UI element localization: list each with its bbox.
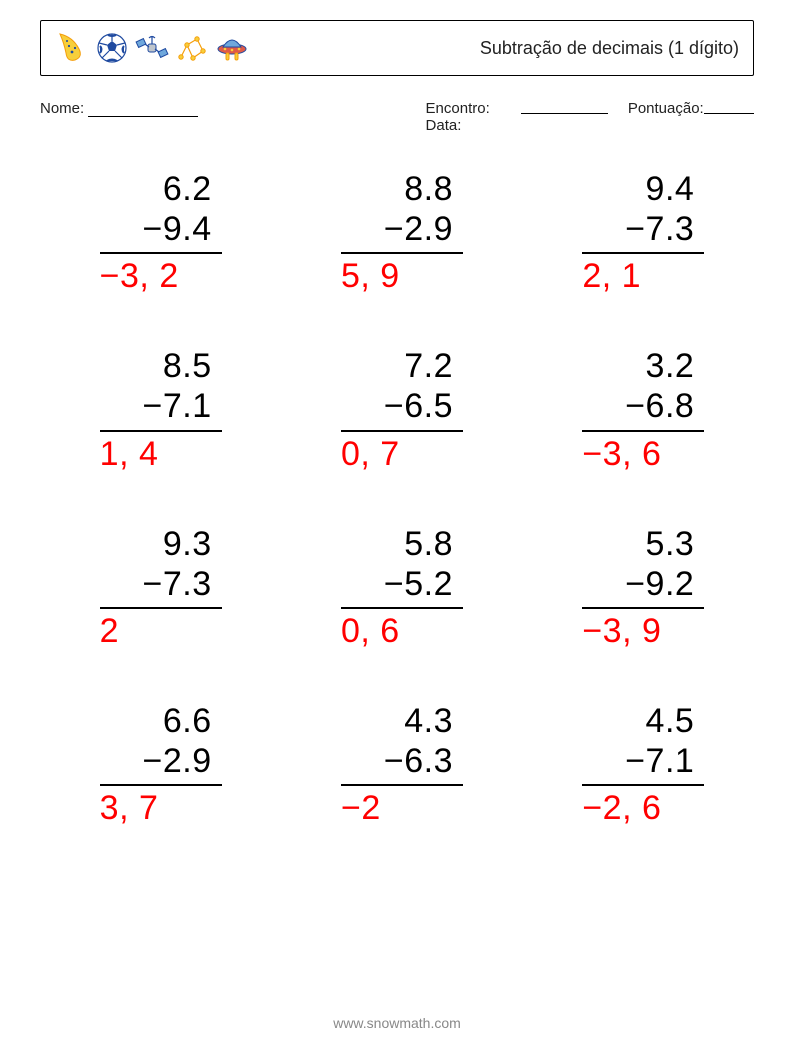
answer: 3, 7 (76, 789, 236, 828)
comet-icon (55, 31, 89, 65)
problem: 8.8−2.9 5, 9 (291, 169, 502, 296)
header-icons (55, 31, 249, 65)
operand-bottom: −7.3 (76, 564, 236, 604)
operand-top: 6.6 (76, 701, 236, 741)
score-blank[interactable] (704, 100, 754, 114)
operand-bottom: −9.4 (76, 209, 236, 249)
problem: 9.3−7.3 2 (50, 524, 261, 651)
answer: 0, 7 (317, 435, 477, 474)
operand-top: 7.2 (317, 346, 477, 386)
operand-top: 8.8 (317, 169, 477, 209)
problem: 9.4−7.3 2, 1 (533, 169, 744, 296)
operand-bottom: −2.9 (76, 741, 236, 781)
score-label: Pontuação: (628, 100, 704, 134)
operand-top: 6.2 (76, 169, 236, 209)
answer: −2 (317, 789, 477, 828)
operand-bottom: −5.2 (317, 564, 477, 604)
rule-line (582, 430, 704, 432)
constellation-icon (175, 31, 209, 65)
rule-line (341, 430, 463, 432)
problem: 3.2−6.8 −3, 6 (533, 346, 744, 473)
rule-line (341, 607, 463, 609)
operand-bottom: −6.5 (317, 386, 477, 426)
date-blank[interactable] (521, 100, 608, 114)
operand-top: 5.8 (317, 524, 477, 564)
problem: 8.5−7.1 1, 4 (50, 346, 261, 473)
rule-line (582, 607, 704, 609)
operand-bottom: −9.2 (558, 564, 718, 604)
operand-bottom: −6.3 (317, 741, 477, 781)
encounter-label: Encontro: Data: (426, 100, 521, 134)
rule-line (100, 252, 222, 254)
problem: 6.6−2.9 3, 7 (50, 701, 261, 828)
operand-top: 9.3 (76, 524, 236, 564)
operand-bottom: −7.1 (558, 741, 718, 781)
problem: 7.2−6.5 0, 7 (291, 346, 502, 473)
problem: 4.3−6.3 −2 (291, 701, 502, 828)
operand-top: 8.5 (76, 346, 236, 386)
problem: 5.3−9.2 −3, 9 (533, 524, 744, 651)
rule-line (582, 784, 704, 786)
operand-top: 5.3 (558, 524, 718, 564)
satellite-icon (135, 31, 169, 65)
info-line: Nome: Encontro: Data: Pontuação: (40, 100, 754, 134)
rule-line (100, 430, 222, 432)
problem: 6.2−9.4 −3, 2 (50, 169, 261, 296)
header-box: Subtração de decimais (1 dígito) (40, 20, 754, 76)
operand-bottom: −7.3 (558, 209, 718, 249)
rule-line (100, 607, 222, 609)
soccer-ball-icon (95, 31, 129, 65)
answer: 2, 1 (558, 257, 718, 296)
name-label: Nome: (40, 100, 84, 117)
footer-text: www.snowmath.com (0, 1015, 794, 1031)
operand-bottom: −6.8 (558, 386, 718, 426)
rule-line (582, 252, 704, 254)
name-blank[interactable] (88, 103, 198, 117)
operand-top: 3.2 (558, 346, 718, 386)
operand-top: 4.3 (317, 701, 477, 741)
answer: 1, 4 (76, 435, 236, 474)
answer: −3, 6 (558, 435, 718, 474)
operand-top: 9.4 (558, 169, 718, 209)
answer: −3, 9 (558, 612, 718, 651)
worksheet-title: Subtração de decimais (1 dígito) (480, 38, 739, 59)
rule-line (341, 252, 463, 254)
operand-top: 4.5 (558, 701, 718, 741)
answer: 0, 6 (317, 612, 477, 651)
rule-line (341, 784, 463, 786)
answer: 2 (76, 612, 236, 651)
problem: 4.5−7.1 −2, 6 (533, 701, 744, 828)
worksheet-page: Subtração de decimais (1 dígito) Nome: E… (0, 0, 794, 1053)
problems-grid: 6.2−9.4−3, 28.8−2.95, 99.4−7.32, 18.5−7.… (40, 169, 754, 828)
operand-bottom: −2.9 (317, 209, 477, 249)
answer: 5, 9 (317, 257, 477, 296)
ufo-icon (215, 31, 249, 65)
operand-bottom: −7.1 (76, 386, 236, 426)
answer: −2, 6 (558, 789, 718, 828)
problem: 5.8−5.2 0, 6 (291, 524, 502, 651)
rule-line (100, 784, 222, 786)
answer: −3, 2 (76, 257, 236, 296)
